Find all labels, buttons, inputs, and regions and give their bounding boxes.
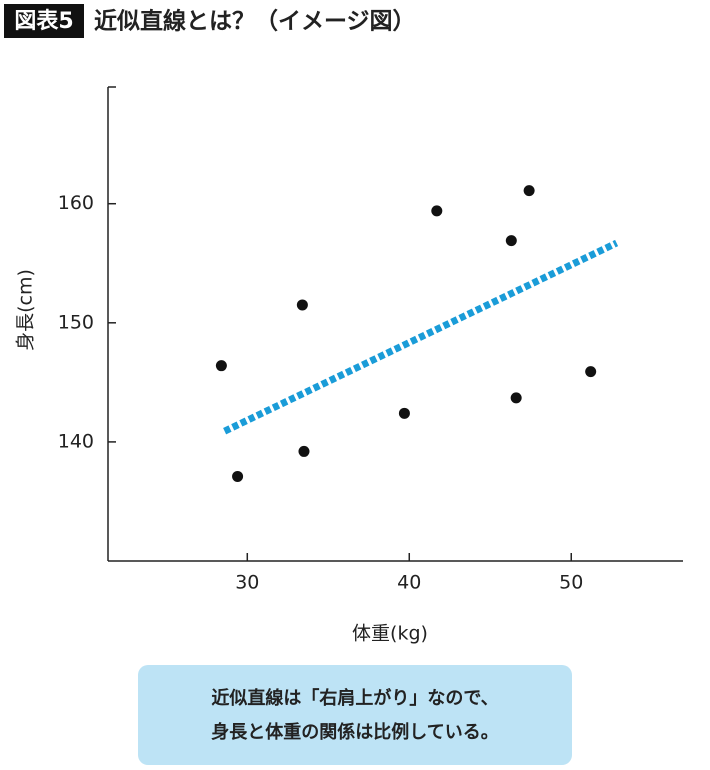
y-axis-label: 身長(cm) [15, 269, 37, 351]
badge-box [4, 4, 84, 38]
note-line: 近似直線は「右肩上がり」なので、 [211, 687, 498, 709]
point [298, 445, 310, 457]
y-tick-label: 140 [58, 430, 94, 452]
x-axis-label: 体重(kg) [352, 623, 428, 645]
point [215, 360, 227, 372]
point [398, 407, 410, 419]
point [431, 205, 443, 217]
y-tick-label: 160 [58, 192, 94, 214]
y-tick-label: 150 [58, 311, 94, 333]
x-tick-label: 40 [397, 572, 421, 594]
title: 近似直線とは？（イメージ図） [94, 8, 416, 35]
point [505, 235, 517, 247]
note-box [138, 665, 572, 765]
point [510, 392, 522, 404]
x-tick-label: 50 [559, 572, 583, 594]
point [585, 366, 597, 378]
badge: 図表5 [14, 9, 73, 34]
point [232, 470, 244, 482]
trend-line [223, 239, 619, 435]
note-line: 身長と体重の関係は比例している。 [211, 721, 498, 743]
point [296, 299, 308, 311]
point [523, 185, 535, 197]
x-tick-label: 30 [235, 572, 259, 594]
